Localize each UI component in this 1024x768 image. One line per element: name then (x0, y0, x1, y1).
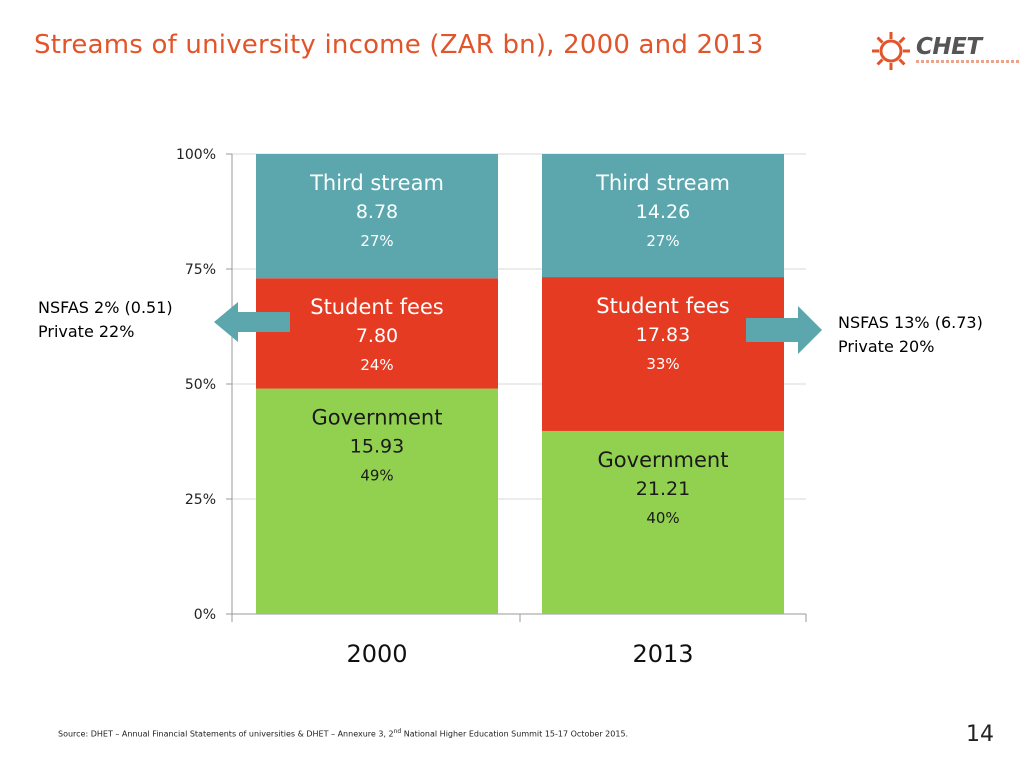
y-tick-label: 50% (185, 377, 216, 393)
data-percent-label: 33% (646, 355, 679, 373)
data-percent-label: 49% (360, 467, 393, 485)
bar-third-stream-2013 (542, 154, 784, 278)
x-category-label: 2013 (632, 640, 693, 668)
data-percent-label: 40% (646, 509, 679, 527)
source-note: Source: DHET – Annual Financial Statemen… (58, 728, 628, 739)
source-text-1: Source: DHET – Annual Financial Statemen… (58, 729, 394, 739)
chet-logo: CHET (870, 28, 1020, 76)
y-tick-label: 25% (185, 492, 216, 508)
bar-student-fees-2013 (542, 277, 784, 431)
right-note: NSFAS 13% (6.73) Private 20% (838, 311, 983, 359)
bar-government-2000 (256, 388, 498, 614)
data-percent-label: 24% (360, 356, 393, 374)
data-percent-label: 27% (646, 232, 679, 250)
left-note-nsfas: NSFAS 2% (0.51) (38, 298, 173, 317)
slide-number: 14 (966, 722, 994, 747)
bar-third-stream-2000 (256, 154, 498, 279)
y-tick-label: 100% (176, 147, 216, 163)
right-note-private: Private 20% (838, 337, 935, 356)
source-text-2: National Higher Education Summit 15-17 O… (401, 729, 629, 739)
data-value-label: 15.93 (350, 436, 404, 458)
right-arrow-icon (746, 306, 822, 354)
data-value-label: 7.80 (356, 325, 398, 347)
x-category-label: 2000 (346, 640, 407, 668)
data-value-label: 14.26 (636, 201, 690, 223)
bar-government-2013 (542, 430, 784, 614)
source-superscript: nd (393, 728, 402, 735)
slide-title: Streams of university income (ZAR bn), 2… (34, 30, 764, 60)
left-note-private: Private 22% (38, 322, 135, 341)
data-value-label: 21.21 (636, 478, 690, 500)
segment-name-label: Government (598, 448, 729, 472)
segment-name-label: Third stream (595, 171, 730, 195)
left-arrow-icon (214, 302, 290, 342)
bar-student-fees-2000 (256, 278, 498, 389)
left-note: NSFAS 2% (0.51) Private 22% (38, 296, 173, 344)
segment-name-label: Student fees (310, 295, 444, 319)
logo-brand: CHET (916, 34, 982, 60)
segment-name-label: Government (312, 406, 443, 430)
data-percent-label: 27% (360, 232, 393, 250)
data-value-label: 17.83 (636, 324, 690, 346)
segment-name-label: Student fees (596, 294, 730, 318)
y-tick-label: 75% (185, 262, 216, 278)
logo-tagline-mark (916, 60, 1020, 63)
right-note-nsfas: NSFAS 13% (6.73) (838, 313, 983, 332)
stacked-bar-chart: 0% 25% 50% 75% 100% Government 15.93 49% Student… (176, 147, 822, 668)
y-tick-label: 0% (194, 607, 216, 623)
data-value-label: 8.78 (356, 201, 398, 223)
sun-icon (872, 32, 910, 70)
segment-name-label: Third stream (309, 171, 444, 195)
